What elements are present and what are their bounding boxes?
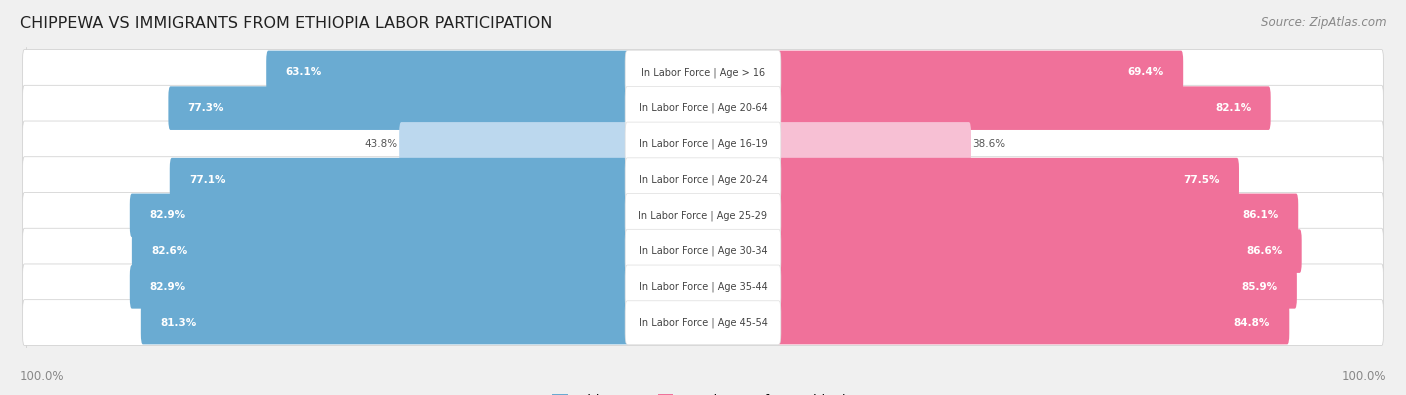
FancyBboxPatch shape: [129, 194, 630, 237]
Text: 84.8%: 84.8%: [1233, 318, 1270, 327]
FancyBboxPatch shape: [141, 301, 630, 344]
FancyBboxPatch shape: [776, 87, 1271, 130]
FancyBboxPatch shape: [22, 49, 1384, 95]
FancyBboxPatch shape: [169, 87, 630, 130]
FancyBboxPatch shape: [22, 228, 1384, 274]
Text: In Labor Force | Age 25-29: In Labor Force | Age 25-29: [638, 210, 768, 221]
FancyBboxPatch shape: [776, 158, 1239, 201]
FancyBboxPatch shape: [399, 122, 630, 166]
Text: 77.5%: 77.5%: [1184, 175, 1220, 184]
FancyBboxPatch shape: [22, 157, 1384, 203]
FancyBboxPatch shape: [22, 264, 1384, 310]
FancyBboxPatch shape: [776, 301, 1289, 344]
Text: In Labor Force | Age 16-19: In Labor Force | Age 16-19: [638, 139, 768, 149]
FancyBboxPatch shape: [626, 158, 780, 201]
Text: In Labor Force | Age 30-34: In Labor Force | Age 30-34: [638, 246, 768, 256]
Text: 38.6%: 38.6%: [973, 139, 1005, 149]
FancyBboxPatch shape: [776, 265, 1296, 308]
Text: 82.9%: 82.9%: [149, 211, 186, 220]
Text: 43.8%: 43.8%: [364, 139, 398, 149]
FancyBboxPatch shape: [626, 194, 780, 237]
FancyBboxPatch shape: [776, 229, 1302, 273]
FancyBboxPatch shape: [22, 85, 1384, 131]
Text: 82.6%: 82.6%: [152, 246, 187, 256]
FancyBboxPatch shape: [132, 229, 630, 273]
Text: 100.0%: 100.0%: [20, 370, 65, 383]
FancyBboxPatch shape: [22, 192, 1384, 238]
Text: 86.1%: 86.1%: [1243, 211, 1279, 220]
Text: 86.6%: 86.6%: [1246, 246, 1282, 256]
FancyBboxPatch shape: [129, 265, 630, 308]
Text: 77.3%: 77.3%: [187, 103, 224, 113]
FancyBboxPatch shape: [22, 300, 1384, 346]
FancyBboxPatch shape: [170, 158, 630, 201]
FancyBboxPatch shape: [626, 229, 780, 273]
FancyBboxPatch shape: [626, 87, 780, 130]
Text: 81.3%: 81.3%: [160, 318, 197, 327]
FancyBboxPatch shape: [776, 122, 972, 166]
FancyBboxPatch shape: [626, 301, 780, 344]
FancyBboxPatch shape: [776, 51, 1184, 94]
Text: In Labor Force | Age > 16: In Labor Force | Age > 16: [641, 67, 765, 78]
Text: In Labor Force | Age 20-24: In Labor Force | Age 20-24: [638, 174, 768, 185]
Text: 77.1%: 77.1%: [188, 175, 225, 184]
Text: 85.9%: 85.9%: [1241, 282, 1278, 292]
Text: 82.1%: 82.1%: [1215, 103, 1251, 113]
FancyBboxPatch shape: [776, 194, 1298, 237]
Text: In Labor Force | Age 45-54: In Labor Force | Age 45-54: [638, 317, 768, 328]
Text: CHIPPEWA VS IMMIGRANTS FROM ETHIOPIA LABOR PARTICIPATION: CHIPPEWA VS IMMIGRANTS FROM ETHIOPIA LAB…: [20, 16, 553, 31]
FancyBboxPatch shape: [22, 121, 1384, 167]
FancyBboxPatch shape: [626, 265, 780, 308]
Text: Source: ZipAtlas.com: Source: ZipAtlas.com: [1261, 16, 1386, 29]
FancyBboxPatch shape: [626, 51, 780, 94]
FancyBboxPatch shape: [266, 51, 630, 94]
Text: 100.0%: 100.0%: [1341, 370, 1386, 383]
Text: 82.9%: 82.9%: [149, 282, 186, 292]
FancyBboxPatch shape: [626, 122, 780, 166]
Text: 69.4%: 69.4%: [1128, 68, 1164, 77]
Text: 63.1%: 63.1%: [285, 68, 322, 77]
Legend: Chippewa, Immigrants from Ethiopia: Chippewa, Immigrants from Ethiopia: [553, 394, 853, 395]
Text: In Labor Force | Age 20-64: In Labor Force | Age 20-64: [638, 103, 768, 113]
Text: In Labor Force | Age 35-44: In Labor Force | Age 35-44: [638, 282, 768, 292]
